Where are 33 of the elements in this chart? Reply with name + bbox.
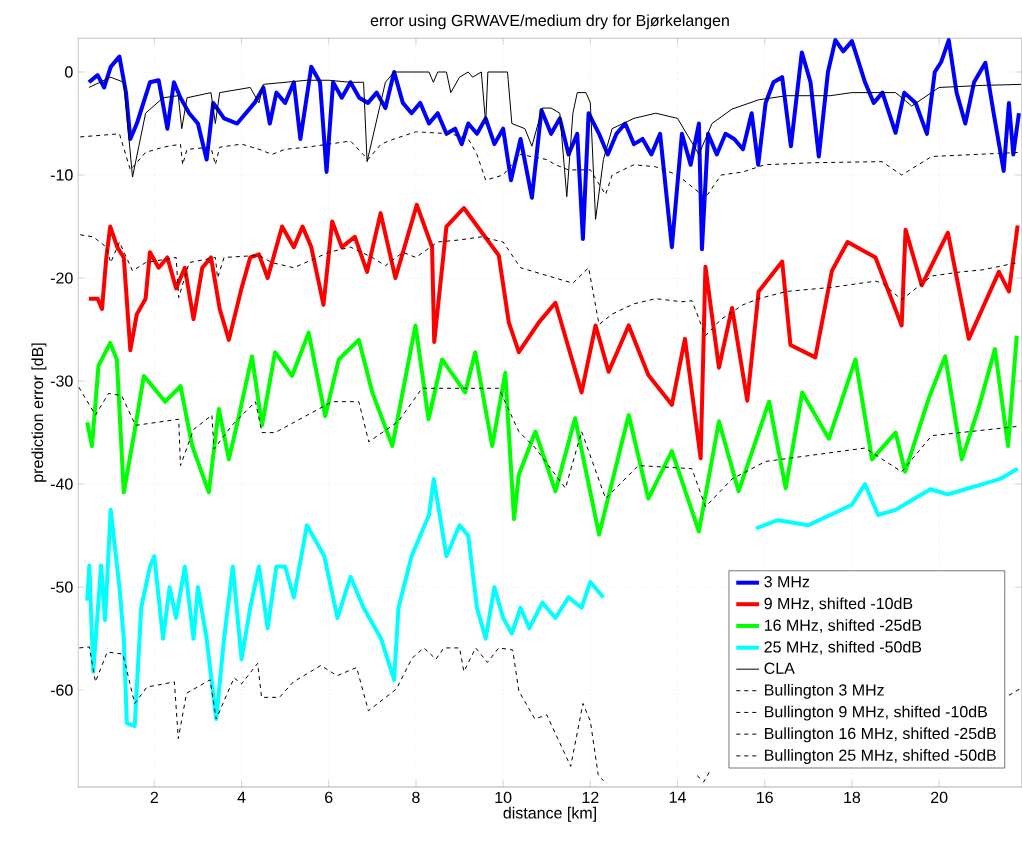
legend-label: Bullington 16 MHz, shifted -25dB [765, 727, 996, 743]
line-series [78, 386, 1019, 508]
line-series [85, 323, 1019, 537]
y-tick-label: -20 [50, 272, 73, 284]
line-series [86, 202, 1020, 461]
x-tick-label: 20 [931, 791, 948, 804]
legend-label: Bullington 9 MHz, shifted -10dB [765, 705, 987, 721]
y-tick-label: 0 [65, 66, 73, 78]
x-tick-label: 10 [495, 791, 512, 804]
chart-title: error using GRWAVE/medium dry for Bjørkelangen [370, 14, 729, 30]
y-axis-title: prediction error [dB] [31, 343, 47, 482]
y-tick-label: -30 [50, 375, 73, 387]
legend-label: 16 MHz, shifted -25dB [764, 619, 922, 633]
x-tick-label: 2 [150, 791, 158, 803]
x-tick-label: 14 [669, 791, 686, 803]
x-tick-label: 8 [412, 791, 420, 804]
y-tick-label: -10 [50, 169, 73, 181]
line-series [79, 234, 1019, 337]
y-tick-label: -40 [50, 478, 73, 490]
x-tick-label: 18 [844, 791, 861, 804]
legend-label: Bullington 3 MHz [765, 683, 884, 699]
y-tick-label: -60 [50, 684, 73, 696]
x-tick-label: 12 [582, 791, 599, 803]
x-tick-label: 6 [325, 791, 333, 804]
x-axis-title: distance [km] [503, 806, 596, 822]
y-tick-label: -50 [50, 581, 73, 593]
legend-label: 9 MHz, shifted -10dB [764, 597, 913, 612]
x-tick-label: 16 [757, 791, 773, 804]
x-tick-label: 4 [237, 791, 246, 803]
legend-label: 25 MHz, shifted -50dB [764, 640, 922, 655]
legend-label: CLA [764, 662, 795, 674]
legend-label: 3 MHz [764, 576, 810, 588]
legend-label: Bullington 25 MHz, shifted -50dB [765, 749, 996, 764]
